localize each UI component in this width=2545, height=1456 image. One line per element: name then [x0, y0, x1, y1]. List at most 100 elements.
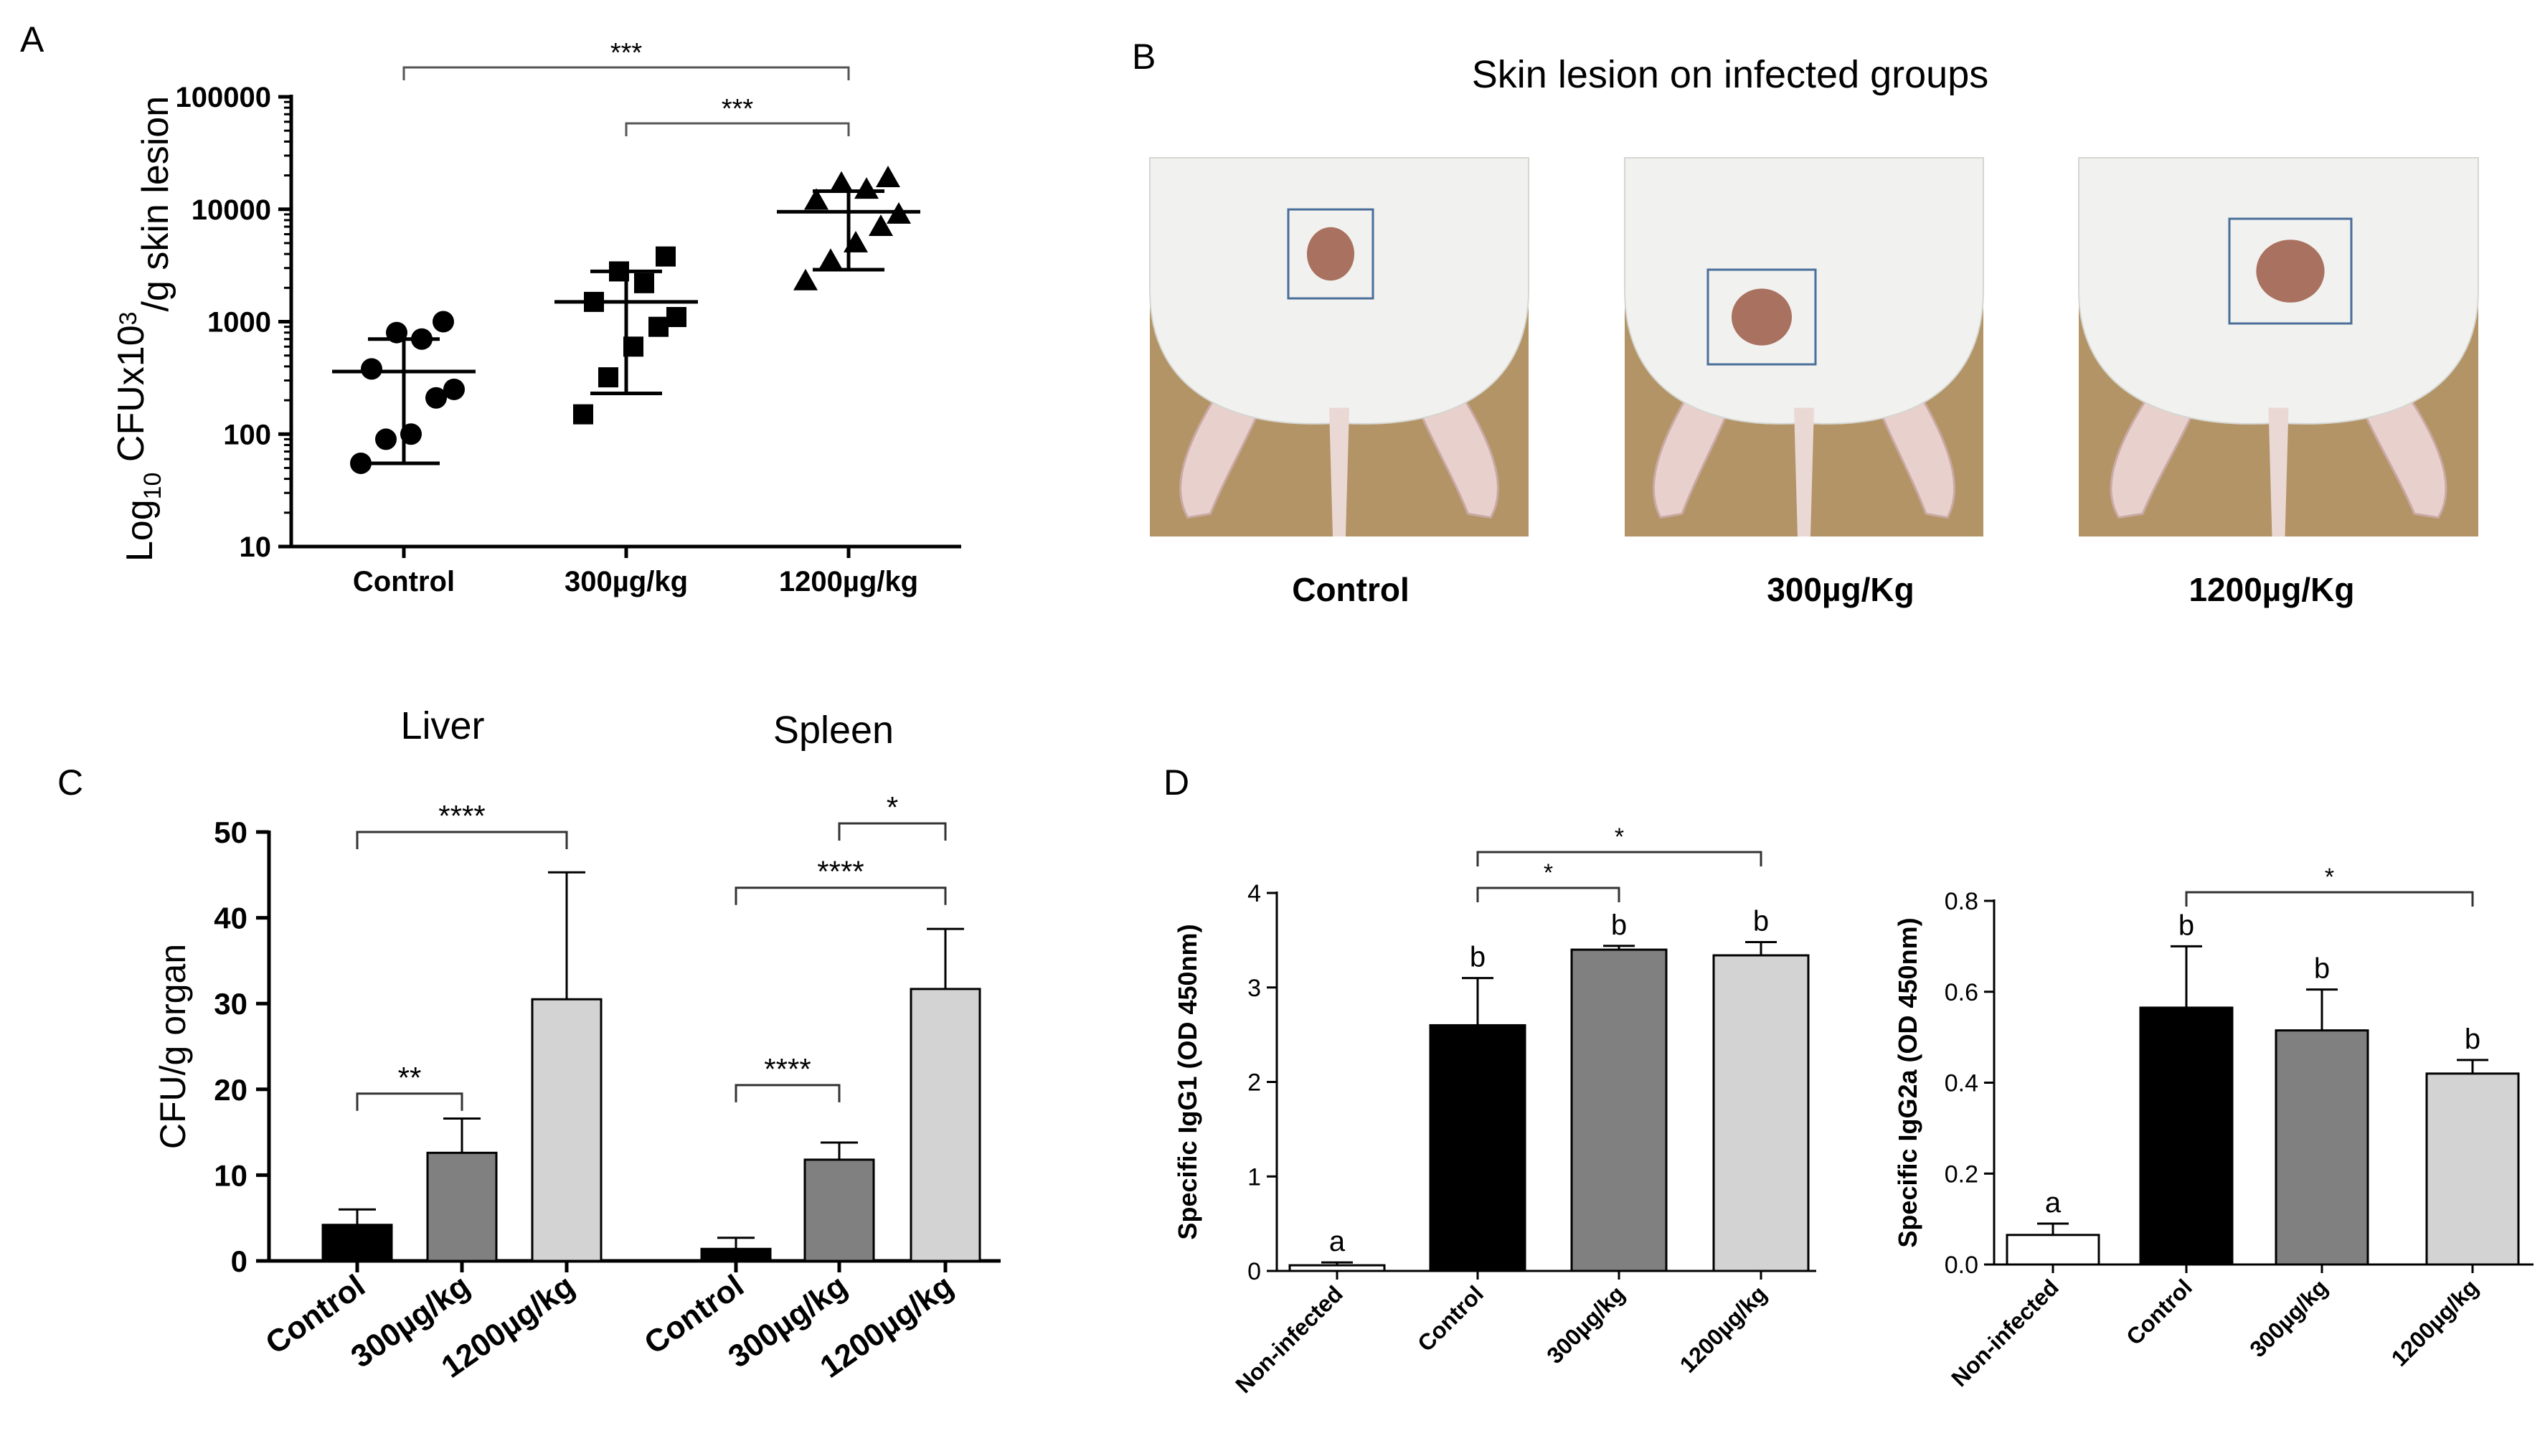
a-ylabel-part: Log [119, 499, 161, 562]
panel-c-title-spleen: Spleen [773, 709, 894, 752]
c-bar-liver-control [321, 1224, 393, 1262]
c-ytick-label: 20 [214, 1073, 247, 1107]
c-bar-spleen-300-g-kg [803, 1158, 875, 1262]
mouse-left-leg [1179, 391, 1265, 519]
d1-bar-control [1429, 1024, 1526, 1272]
c-significance-label: **** [817, 855, 864, 889]
a-significance-bracket [402, 66, 850, 80]
d2-bar-control [2139, 1006, 2234, 1266]
mouse-body [1149, 157, 1529, 425]
a-ytick-label: 100000 [176, 82, 271, 113]
a-xtick-label: 1200µg/kg [779, 566, 918, 597]
a-ylabel-part: 3 [115, 311, 142, 325]
a-point-control [433, 311, 454, 333]
chart-d1-bar: 0 1 2 3 4 Specific IgG1 (OD 450nm) a Non-infect… [1173, 823, 1816, 1398]
c-bar-liver-1200-g-kg [531, 998, 603, 1262]
c-ytick-label: 0 [231, 1244, 247, 1278]
a-point-1200 [854, 177, 879, 199]
photo-label-1200: 1200µg/Kg [2188, 571, 2354, 608]
d2-xtick-label: Control [2121, 1274, 2197, 1350]
c-significance-label: ** [398, 1061, 422, 1095]
d1-ytick-label: 0 [1247, 1258, 1261, 1285]
a-significance-label: *** [722, 94, 754, 124]
lesion-photo-labels: Control 300µg/Kg 1200µg/Kg [1292, 571, 2354, 608]
d1-group-letter: b [1470, 942, 1486, 973]
d1-ytick-label: 4 [1247, 880, 1261, 907]
skin-lesion [1306, 227, 1355, 281]
d2-xtick-label: 1200µg/kg [2386, 1274, 2483, 1371]
d2-group-letter: b [2178, 909, 2194, 941]
d2-xtick-label: 300µg/kg [2244, 1274, 2333, 1362]
lesion-box [1706, 268, 1817, 366]
mouse-tail [1794, 407, 1814, 536]
c-significance-bracket [838, 822, 947, 841]
a-ylabel-part: CFUx10 [110, 325, 152, 472]
d2-group-letter: a [2045, 1187, 2062, 1219]
d1-xtick-label: Control [1412, 1280, 1488, 1356]
panel-d-letter: D [1163, 762, 1189, 803]
a-ytick-label: 10000 [192, 194, 271, 226]
d1-bar-1200-g-kg [1712, 954, 1810, 1272]
d2-group-letter: b [2314, 953, 2330, 985]
lesion-photo-3 [2078, 157, 2479, 536]
a-ytick-label: 1000 [207, 307, 271, 339]
a-point-control [375, 428, 397, 450]
d1-xtick-label: 1200µg/kg [1675, 1280, 1772, 1377]
mouse-body [1624, 157, 1984, 425]
mouse-tail [1329, 407, 1349, 536]
d1-xtick-label: Non-infected [1230, 1280, 1348, 1398]
mouse-right-leg [1413, 391, 1499, 519]
a-point-300 [648, 316, 669, 337]
a-xtick-label: 300µg/kg [565, 566, 688, 597]
c-significance-bracket [356, 1092, 463, 1111]
a-significance-bracket [625, 122, 850, 136]
mouse-left-leg [1652, 391, 1734, 519]
a-xtick-label: Control [353, 566, 455, 597]
c-ylabel: CFU/g organ [153, 944, 193, 1149]
a-point-control [425, 387, 447, 409]
a-point-300 [634, 273, 654, 293]
a-ylabel-part: /g skin lesion [135, 96, 176, 312]
c-significance-label: **** [764, 1052, 811, 1086]
a-point-300 [598, 367, 618, 388]
panel-b-letter: B [1132, 37, 1156, 77]
d1-significance-label: * [1544, 859, 1553, 887]
d2-xtick-label: Non-infected [1946, 1274, 2064, 1391]
a-point-300 [573, 404, 593, 425]
a-ytick-label: 100 [223, 419, 271, 450]
d2-ytick-label: 0.2 [1945, 1160, 1978, 1188]
panel-b-title: Skin lesion on infected groups [1472, 53, 1988, 96]
chart-a-scatter: 10 100 1000 10000 100000 Control 300µg/kg 1200µ… [110, 38, 961, 597]
lesion-photo-2 [1624, 157, 1984, 536]
c-ytick-label: 40 [214, 902, 247, 935]
a-ylabel: Log10 CFUx103/g skin lesion [110, 96, 176, 562]
d1-ylabel: Specific IgG1 (OD 450nm) [1173, 924, 1202, 1239]
c-significance-bracket [735, 887, 947, 905]
mouse-right-leg [2356, 391, 2447, 519]
d2-ytick-label: 0.4 [1945, 1070, 1978, 1097]
lesion-box [2228, 217, 2353, 325]
photo-label-control: Control [1292, 571, 1410, 608]
a-ylabel-part: 10 [139, 473, 166, 500]
d2-ytick-label: 0.0 [1945, 1252, 1978, 1279]
chart-d2-bar: 0.0 0.2 0.4 0.6 0.8 Specific IgG2a (OD 450nm)… [1893, 864, 2534, 1391]
d1-bar-non-infected [1288, 1264, 1386, 1272]
d2-ylabel: Specific IgG2a (OD 450nm) [1893, 917, 1922, 1247]
d2-significance-label: * [2325, 864, 2334, 891]
c-significance-label: **** [438, 799, 485, 833]
a-point-control [443, 378, 465, 400]
lesion-photo-1 [1149, 157, 1529, 536]
photo-label-300: 300µg/Kg [1767, 571, 1914, 608]
c-significance-bracket [356, 831, 568, 849]
c-ytick-label: 50 [214, 816, 247, 849]
d1-significance-label: * [1615, 823, 1624, 851]
a-point-1200 [876, 166, 900, 188]
d2-group-letter: b [2465, 1024, 2480, 1055]
a-point-300 [656, 246, 676, 267]
d1-group-letter: b [1611, 909, 1627, 941]
d2-significance-bracket [2185, 891, 2474, 907]
d1-ytick-label: 2 [1247, 1069, 1261, 1097]
a-point-1200 [804, 188, 828, 210]
